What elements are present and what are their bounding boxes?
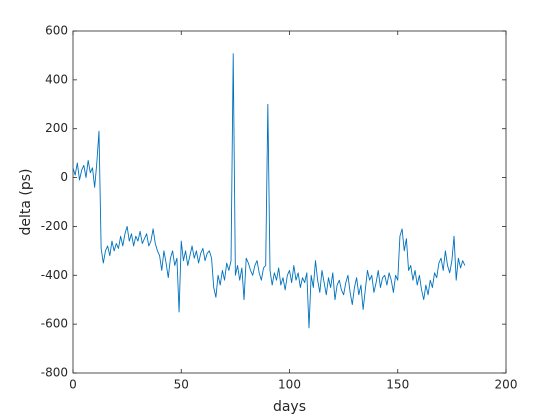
- x-tick-label: 50: [174, 378, 189, 392]
- x-tick-label: 150: [386, 378, 409, 392]
- x-tick-label: 200: [495, 378, 518, 392]
- y-tick-label: 200: [45, 121, 68, 135]
- y-tick-label: 0: [60, 170, 68, 184]
- plot-box: [72, 30, 507, 374]
- y-tick-label: 400: [45, 72, 68, 86]
- y-axis-label: delta (ps): [18, 168, 34, 235]
- y-tick-label: -200: [41, 219, 68, 233]
- y-tick-label: -400: [41, 268, 68, 282]
- x-tick-label: 100: [278, 378, 301, 392]
- y-tick-label: 600: [45, 24, 68, 38]
- x-tick-label: 0: [69, 378, 77, 392]
- data-line: [72, 53, 466, 329]
- x-axis-label: days: [273, 399, 306, 415]
- y-tick-label: -800: [41, 366, 68, 380]
- y-tick-label: -600: [41, 317, 68, 331]
